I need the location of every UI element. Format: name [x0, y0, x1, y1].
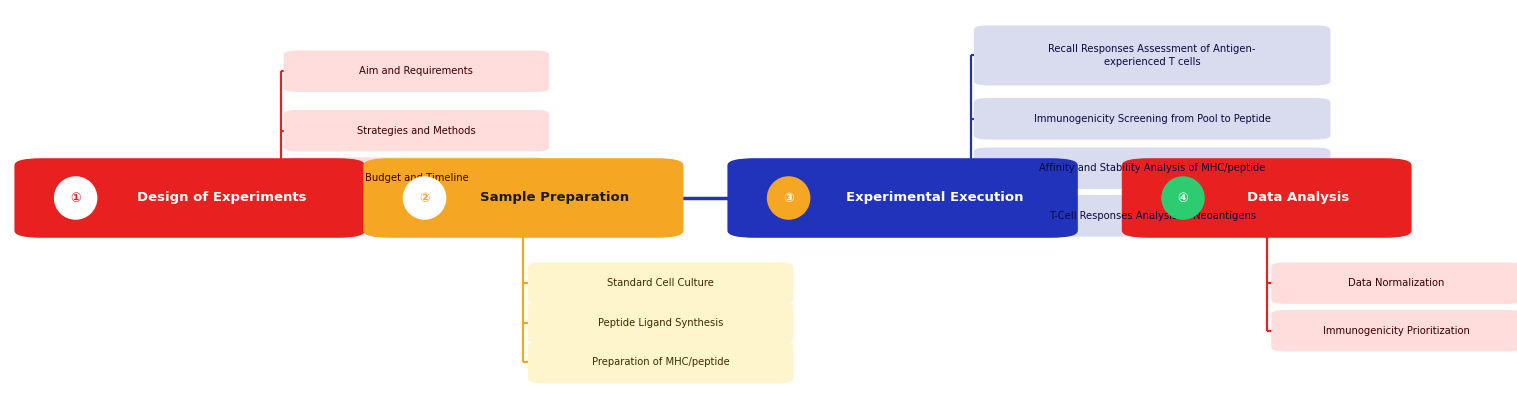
Text: ①: ① — [70, 192, 80, 204]
Text: Aim and Requirements: Aim and Requirements — [360, 66, 473, 76]
Text: Peptide Ligand Synthesis: Peptide Ligand Synthesis — [598, 318, 724, 328]
Ellipse shape — [766, 176, 810, 220]
FancyBboxPatch shape — [974, 98, 1330, 140]
FancyBboxPatch shape — [1271, 310, 1517, 352]
Text: Budget and Timeline: Budget and Timeline — [364, 173, 469, 183]
Ellipse shape — [1162, 176, 1204, 220]
FancyBboxPatch shape — [14, 158, 364, 238]
FancyBboxPatch shape — [974, 25, 1330, 86]
Text: Data Analysis: Data Analysis — [1247, 192, 1350, 204]
Text: Immunogenicity Screening from Pool to Peptide: Immunogenicity Screening from Pool to Pe… — [1033, 114, 1271, 124]
Text: Experimental Execution: Experimental Execution — [845, 192, 1022, 204]
Text: ④: ④ — [1177, 192, 1188, 204]
Text: Strategies and Methods: Strategies and Methods — [356, 126, 476, 136]
FancyBboxPatch shape — [528, 263, 793, 304]
Text: T-Cell Responses Analysis of Neoantigens: T-Cell Responses Analysis of Neoantigens — [1048, 211, 1256, 221]
FancyBboxPatch shape — [284, 157, 549, 199]
FancyBboxPatch shape — [284, 50, 549, 92]
FancyBboxPatch shape — [528, 341, 793, 383]
FancyBboxPatch shape — [1121, 158, 1411, 238]
FancyBboxPatch shape — [528, 302, 793, 344]
Text: ②: ② — [419, 192, 429, 204]
Text: ③: ③ — [783, 192, 793, 204]
Text: Sample Preparation: Sample Preparation — [481, 192, 630, 204]
FancyBboxPatch shape — [974, 147, 1330, 189]
FancyBboxPatch shape — [974, 195, 1330, 236]
Text: Preparation of MHC/peptide: Preparation of MHC/peptide — [592, 357, 730, 367]
Ellipse shape — [402, 176, 446, 220]
Text: Design of Experiments: Design of Experiments — [137, 192, 306, 204]
Text: Standard Cell Culture: Standard Cell Culture — [607, 278, 715, 288]
FancyBboxPatch shape — [363, 158, 683, 238]
FancyBboxPatch shape — [727, 158, 1077, 238]
FancyBboxPatch shape — [1271, 263, 1517, 304]
Text: Affinity and Stability Analysis of MHC/peptide: Affinity and Stability Analysis of MHC/p… — [1039, 163, 1265, 173]
Text: Immunogenicity Prioritization: Immunogenicity Prioritization — [1323, 326, 1470, 336]
Text: Data Normalization: Data Normalization — [1349, 278, 1444, 288]
Text: Recall Responses Assessment of Antigen-
experienced T cells: Recall Responses Assessment of Antigen- … — [1048, 44, 1256, 67]
FancyBboxPatch shape — [284, 110, 549, 151]
Ellipse shape — [55, 176, 97, 220]
